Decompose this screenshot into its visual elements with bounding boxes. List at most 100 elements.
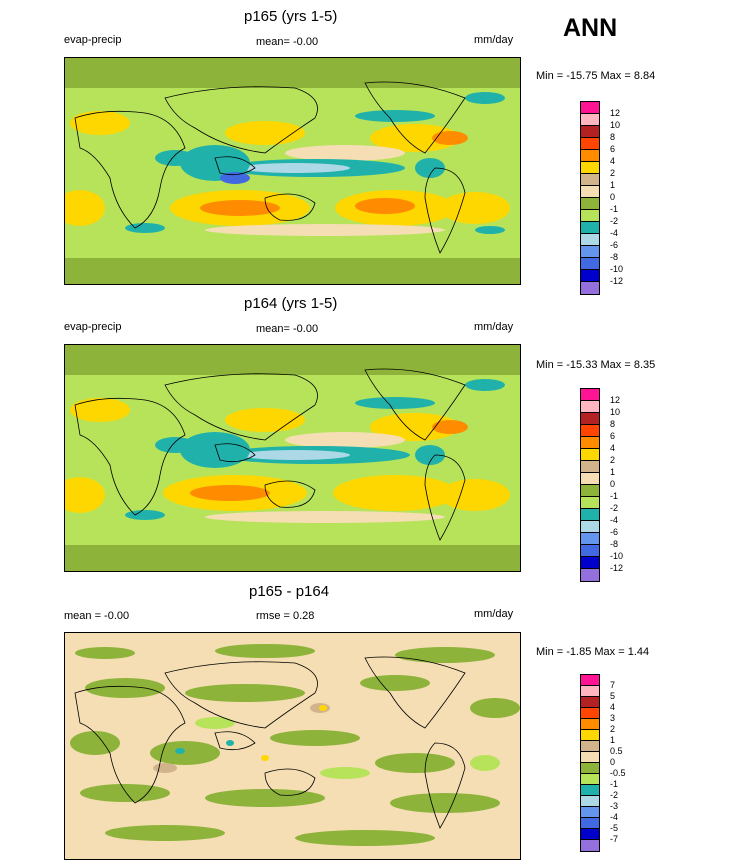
colorbar-label: 4	[610, 702, 616, 712]
colorbar-label: -0.5	[610, 768, 626, 778]
colorbar-swatch	[581, 473, 599, 485]
colorbar-swatch	[581, 461, 599, 473]
colorbar-swatch	[581, 401, 599, 413]
colorbar-swatch	[581, 796, 599, 807]
colorbar-swatch	[581, 497, 599, 509]
colorbar-swatch	[581, 533, 599, 545]
colorbar-swatch	[581, 246, 599, 258]
panel-1-mean-label: mean= -0.00	[256, 36, 319, 48]
colorbar-label: 0	[610, 479, 616, 489]
colorbar-label: 2	[610, 168, 616, 178]
colorbar-swatch	[581, 730, 599, 741]
colorbar-swatch	[581, 774, 599, 785]
colorbar-label: 8	[610, 419, 616, 429]
colorbar-swatch	[581, 569, 599, 581]
colorbar-label: 2	[610, 455, 616, 465]
colorbar-label: 1	[610, 467, 616, 477]
panel-2-variable-label: evap-precip	[64, 321, 122, 333]
colorbar-swatch	[581, 162, 599, 174]
colorbar-swatch	[581, 521, 599, 533]
colorbar-swatch	[581, 785, 599, 796]
colorbar-swatch	[581, 389, 599, 401]
panel-1-colorbar	[580, 101, 600, 295]
colorbar-swatch	[581, 752, 599, 763]
colorbar-swatch	[581, 545, 599, 557]
colorbar-swatch	[581, 829, 599, 840]
colorbar-label: -2	[610, 503, 619, 513]
colorbar-swatch	[581, 557, 599, 569]
colorbar-label: -4	[610, 812, 619, 822]
colorbar-label: -12	[610, 563, 624, 573]
panel-2-colorbar	[580, 388, 600, 582]
colorbar-label: -1	[610, 491, 619, 501]
colorbar-swatch	[581, 210, 599, 222]
colorbar-label: 5	[610, 691, 616, 701]
panel-2-map-field	[65, 345, 520, 571]
panel-3-minmax: Min = -1.85 Max = 1.44	[536, 646, 650, 658]
colorbar-swatch	[581, 807, 599, 818]
colorbar-label: 4	[610, 443, 616, 453]
colorbar-label: -1	[610, 204, 619, 214]
colorbar-swatch	[581, 138, 599, 150]
colorbar-swatch	[581, 437, 599, 449]
colorbar-label: -2	[610, 790, 619, 800]
colorbar-swatch	[581, 425, 599, 437]
panel-3-map-field	[65, 633, 520, 859]
colorbar-label: 7	[610, 680, 616, 690]
colorbar-label: 12	[610, 108, 621, 118]
colorbar-label: -1	[610, 779, 619, 789]
colorbar-swatch	[581, 150, 599, 162]
colorbar-label: -8	[610, 252, 619, 262]
panel-2-map	[64, 344, 521, 572]
colorbar-swatch	[581, 840, 599, 851]
colorbar-label: 6	[610, 144, 616, 154]
colorbar-label: -10	[610, 551, 624, 561]
colorbar-label: -12	[610, 276, 624, 286]
colorbar-swatch	[581, 102, 599, 114]
panel-1-map	[64, 57, 521, 285]
colorbar-label: 10	[610, 407, 621, 417]
colorbar-swatch	[581, 741, 599, 752]
colorbar-swatch	[581, 222, 599, 234]
panel-1-map-field	[65, 58, 520, 284]
colorbar-swatch	[581, 198, 599, 210]
colorbar-label: -4	[610, 228, 619, 238]
colorbar-swatch	[581, 270, 599, 282]
colorbar-swatch	[581, 509, 599, 521]
panel-2-title: p164 (yrs 1-5)	[244, 295, 338, 312]
colorbar-swatch	[581, 686, 599, 697]
colorbar-label: -7	[610, 834, 619, 844]
colorbar-label: 0.5	[610, 746, 623, 756]
colorbar-label: 1	[610, 180, 616, 190]
colorbar-label: -6	[610, 240, 619, 250]
colorbar-label: 0	[610, 192, 616, 202]
panel-3-mean-label: mean = -0.00	[64, 610, 130, 622]
colorbar-label: 2	[610, 724, 616, 734]
colorbar-label: 1	[610, 735, 616, 745]
colorbar-swatch	[581, 114, 599, 126]
colorbar-swatch	[581, 818, 599, 829]
colorbar-label: 4	[610, 156, 616, 166]
colorbar-swatch	[581, 234, 599, 246]
panel-3-colorbar	[580, 674, 600, 852]
colorbar-label: 10	[610, 120, 621, 130]
colorbar-swatch	[581, 763, 599, 774]
colorbar-swatch	[581, 697, 599, 708]
colorbar-swatch	[581, 675, 599, 686]
colorbar-label: 8	[610, 132, 616, 142]
panel-1-variable-label: evap-precip	[64, 34, 122, 46]
colorbar-swatch	[581, 413, 599, 425]
panel-3-title: p165 - p164	[249, 583, 330, 600]
panel-3-units-label: mm/day	[474, 608, 514, 620]
panel-1-title: p165 (yrs 1-5)	[244, 8, 338, 25]
panel-3-map	[64, 632, 521, 860]
colorbar-label: -8	[610, 539, 619, 549]
colorbar-swatch	[581, 485, 599, 497]
colorbar-label: 0	[610, 757, 616, 767]
panel-2-mean-label: mean= -0.00	[256, 323, 319, 335]
colorbar-swatch	[581, 708, 599, 719]
colorbar-label: 12	[610, 395, 621, 405]
colorbar-swatch	[581, 719, 599, 730]
colorbar-swatch	[581, 258, 599, 270]
colorbar-swatch	[581, 282, 599, 294]
